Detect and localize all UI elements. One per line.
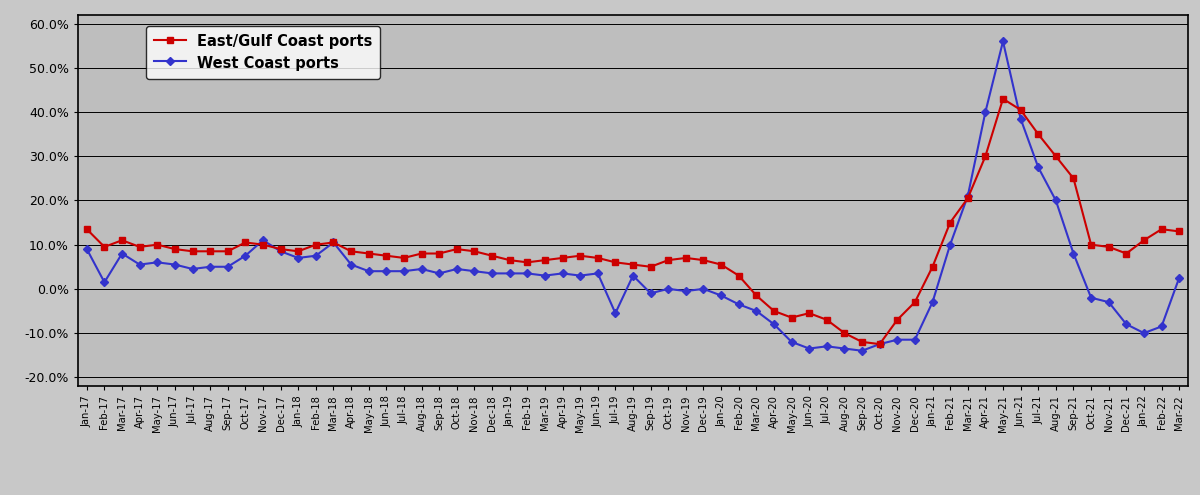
West Coast ports (414, 266, 428, 272)
West Coast ports (1172, 275, 1187, 281)
East/Gulf Coast ports (414, 250, 428, 256)
West Coast ports (590, 270, 605, 276)
East/Gulf Coast ports (872, 341, 887, 347)
Line: East/Gulf Coast ports: East/Gulf Coast ports (83, 96, 1183, 347)
West Coast ports (379, 268, 394, 274)
East/Gulf Coast ports (626, 261, 641, 267)
Legend: East/Gulf Coast ports, West Coast ports: East/Gulf Coast ports, West Coast ports (146, 26, 380, 79)
West Coast ports (996, 39, 1010, 45)
Line: West Coast ports: West Coast ports (84, 39, 1182, 353)
East/Gulf Coast ports (79, 226, 94, 232)
West Coast ports (626, 273, 641, 279)
East/Gulf Coast ports (590, 255, 605, 261)
East/Gulf Coast ports (996, 96, 1010, 102)
West Coast ports (1154, 323, 1169, 329)
West Coast ports (838, 346, 852, 351)
West Coast ports (854, 348, 869, 354)
East/Gulf Coast ports (838, 330, 852, 336)
West Coast ports (79, 246, 94, 252)
East/Gulf Coast ports (1154, 226, 1169, 232)
East/Gulf Coast ports (379, 253, 394, 259)
East/Gulf Coast ports (1172, 229, 1187, 235)
